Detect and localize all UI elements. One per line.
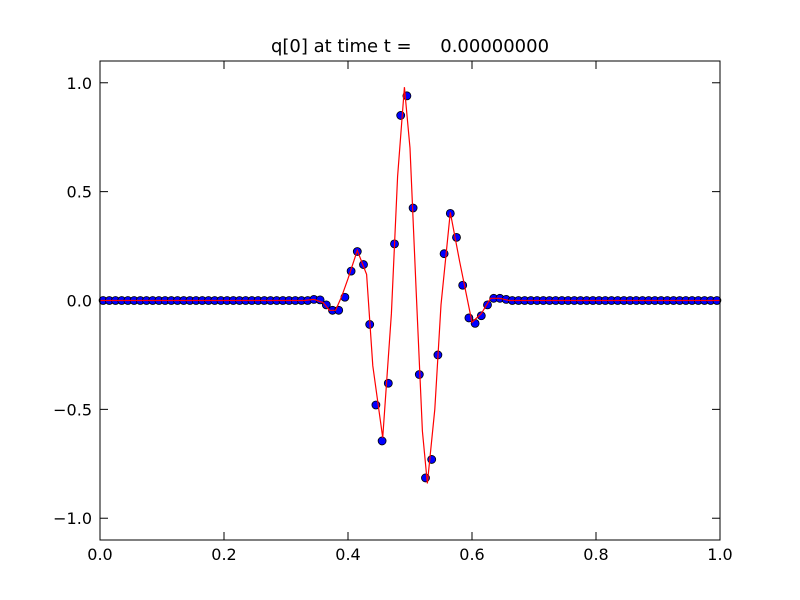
y-tick-label: 0.5 bbox=[67, 183, 92, 202]
y-tick-label: −0.5 bbox=[53, 400, 92, 419]
data-point bbox=[470, 318, 480, 328]
x-tick-label: 0.4 bbox=[335, 545, 360, 564]
y-tick-label: −1.0 bbox=[53, 509, 92, 528]
x-tick-label: 0.6 bbox=[459, 545, 484, 564]
data-point bbox=[383, 378, 393, 388]
plot-frame bbox=[99, 60, 721, 541]
data-point bbox=[476, 311, 486, 321]
data-point bbox=[396, 111, 406, 120]
chart-title: q[0] at time t = 0.00000000 bbox=[271, 36, 549, 57]
data-point bbox=[321, 300, 331, 310]
x-tick-label: 0.0 bbox=[87, 545, 112, 564]
y-tick-label: 0.0 bbox=[67, 292, 92, 311]
y-tick-label: 1.0 bbox=[67, 74, 92, 93]
x-tick-label: 0.8 bbox=[583, 545, 608, 564]
x-tick-label: 1.0 bbox=[707, 545, 732, 564]
data-point bbox=[452, 232, 461, 242]
data-point bbox=[377, 436, 387, 446]
line bbox=[100, 87, 720, 484]
x-tick-label: 0.2 bbox=[211, 545, 236, 564]
